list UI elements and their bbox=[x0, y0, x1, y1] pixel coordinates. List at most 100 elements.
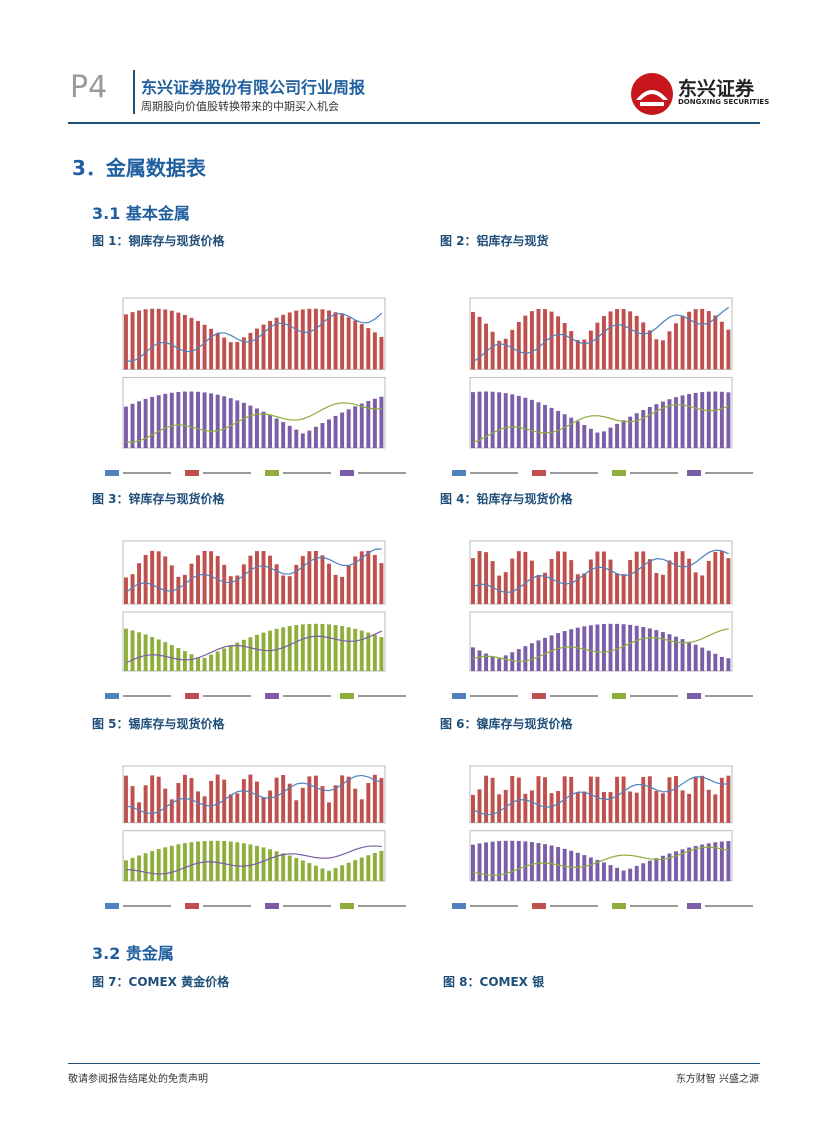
bar-shape bbox=[634, 315, 639, 370]
figure-caption: 图 3：锌库存与现货价格 bbox=[92, 492, 225, 506]
bar-shape bbox=[150, 396, 155, 448]
bar-shape bbox=[543, 404, 547, 448]
bar-shape bbox=[641, 626, 646, 671]
bar-shape bbox=[241, 337, 246, 370]
bar-shape bbox=[706, 391, 711, 448]
figure-caption: 图 4：铅库存与现货价格 bbox=[440, 492, 573, 506]
bar-shape bbox=[268, 415, 273, 448]
bar-shape bbox=[340, 626, 345, 671]
bar-shape bbox=[660, 574, 665, 604]
line-shape bbox=[473, 628, 729, 663]
legend-swatch bbox=[340, 903, 354, 909]
bar-shape bbox=[228, 794, 233, 823]
bar-shape bbox=[588, 625, 593, 671]
bar-shape bbox=[137, 632, 142, 671]
legend-swatch bbox=[687, 693, 701, 699]
bar-shape bbox=[209, 328, 214, 370]
plot-frame bbox=[122, 540, 386, 605]
bar-shape bbox=[294, 625, 299, 671]
footer-motto: 东方财智 兴盛之源 bbox=[675, 1074, 759, 1085]
bar-shape bbox=[372, 852, 377, 881]
bar-shape bbox=[176, 312, 181, 370]
bar-shape bbox=[634, 625, 639, 671]
bar-shape bbox=[628, 416, 633, 448]
bar-shape bbox=[674, 551, 678, 604]
bar-shape bbox=[255, 408, 259, 448]
bar-shape bbox=[346, 409, 351, 448]
line-shape bbox=[473, 549, 729, 594]
bar-shape bbox=[680, 849, 685, 881]
bar-shape bbox=[150, 550, 155, 604]
bar-shape bbox=[124, 314, 128, 370]
bar-shape bbox=[523, 793, 528, 823]
bar-shape bbox=[523, 841, 528, 881]
bar-shape bbox=[484, 775, 489, 823]
bar-shape bbox=[615, 776, 620, 823]
legend-placeholder bbox=[123, 472, 171, 474]
bar-shape bbox=[281, 774, 286, 823]
bar-shape bbox=[713, 552, 718, 604]
bar-shape bbox=[313, 775, 318, 823]
bar-shape bbox=[163, 556, 168, 604]
bar-shape bbox=[248, 332, 253, 370]
bar-shape bbox=[713, 794, 718, 823]
bar-shape bbox=[215, 651, 220, 671]
bar-shape bbox=[235, 842, 240, 881]
bar-shape bbox=[248, 844, 253, 881]
legend-placeholder bbox=[470, 905, 518, 907]
bar-shape bbox=[156, 776, 161, 823]
bar-shape bbox=[582, 855, 587, 881]
bar-shape bbox=[595, 624, 600, 671]
bar-shape bbox=[372, 332, 377, 370]
legend-swatch bbox=[687, 470, 701, 476]
legend-placeholder bbox=[203, 695, 251, 697]
bar-shape bbox=[628, 868, 633, 881]
bar-shape bbox=[261, 847, 266, 881]
bar-shape bbox=[556, 316, 561, 370]
bar-shape bbox=[713, 653, 718, 671]
bar-shape bbox=[680, 395, 685, 448]
bar-shape bbox=[130, 403, 135, 448]
bar-shape bbox=[706, 789, 711, 823]
bar-shape bbox=[359, 799, 364, 823]
bar-shape bbox=[549, 559, 554, 604]
bar-shape bbox=[516, 649, 521, 671]
bar-shape bbox=[497, 841, 502, 881]
bar-shape bbox=[202, 796, 207, 823]
bar-shape bbox=[169, 310, 174, 370]
line-shape bbox=[126, 774, 382, 815]
bar-shape bbox=[320, 555, 325, 604]
bar-shape bbox=[503, 338, 508, 370]
bar-shape bbox=[595, 432, 600, 448]
bar-shape bbox=[654, 630, 659, 671]
bar-shape bbox=[706, 311, 711, 370]
bar-shape bbox=[268, 555, 273, 604]
bar-shape bbox=[680, 316, 685, 370]
bar-shape bbox=[228, 841, 233, 881]
bar-shape bbox=[241, 843, 246, 881]
bar-shape bbox=[156, 395, 161, 448]
bar-shape bbox=[202, 392, 207, 448]
bar-shape bbox=[621, 776, 626, 823]
bar-shape bbox=[549, 635, 554, 671]
bar-shape bbox=[379, 637, 384, 671]
legend-swatch bbox=[105, 693, 119, 699]
legend-placeholder bbox=[283, 695, 331, 697]
bar-shape bbox=[510, 558, 515, 604]
bar-shape bbox=[726, 558, 731, 604]
bar-shape bbox=[549, 407, 554, 448]
bar-shape bbox=[169, 845, 174, 881]
logo-text: 东兴证券 bbox=[678, 78, 755, 100]
bar-shape bbox=[189, 842, 194, 881]
bar-shape bbox=[196, 791, 200, 823]
bar-shape bbox=[608, 865, 613, 881]
legend-swatch bbox=[105, 470, 119, 476]
bar-shape bbox=[327, 870, 331, 881]
bar-shape bbox=[660, 632, 665, 671]
subsection-title: 3.1 基本金属 bbox=[92, 204, 190, 223]
bar-shape bbox=[569, 331, 574, 370]
bar-shape bbox=[490, 777, 495, 823]
bar-shape bbox=[719, 656, 724, 671]
bar-shape bbox=[647, 628, 652, 671]
bar-shape bbox=[130, 574, 135, 604]
